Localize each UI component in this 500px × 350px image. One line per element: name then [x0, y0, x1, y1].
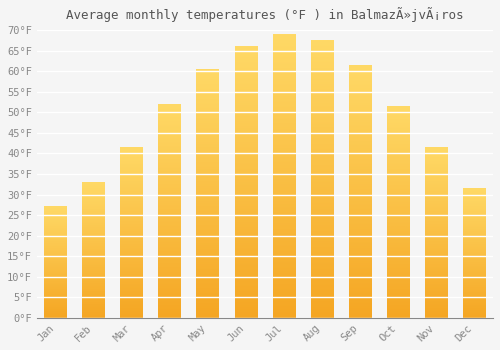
Title: Average monthly temperatures (°F ) in BalmazÃ»jvÃ¡ros: Average monthly temperatures (°F ) in Ba… — [66, 7, 464, 22]
